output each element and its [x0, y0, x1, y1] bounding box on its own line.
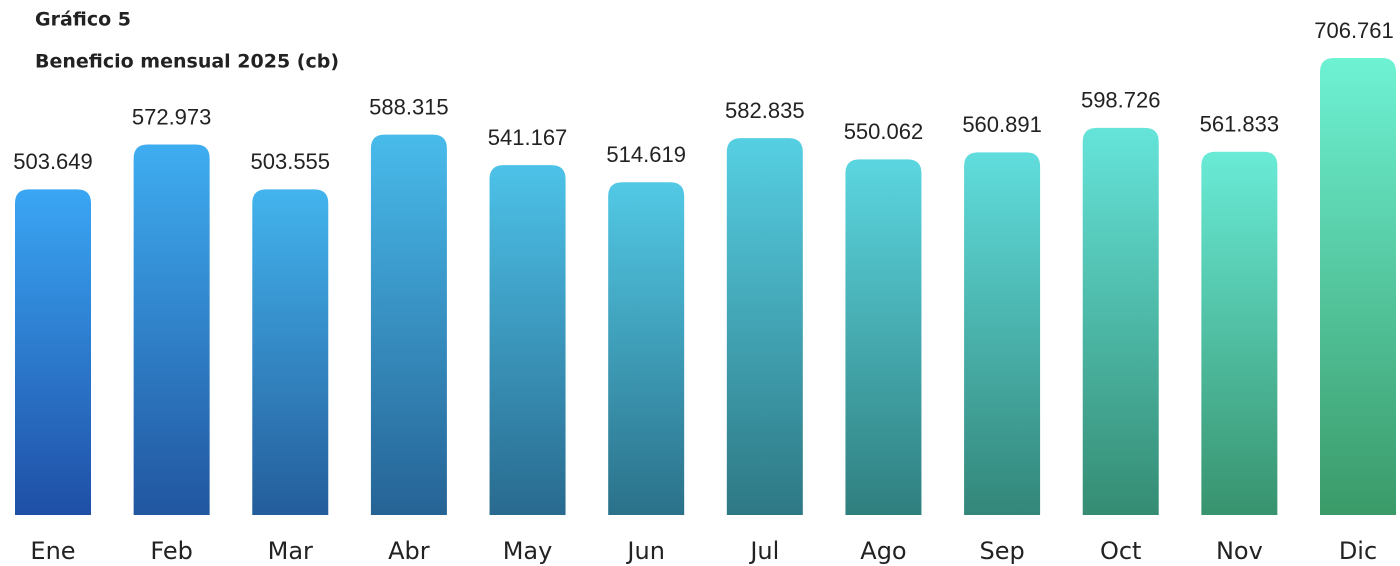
bar [964, 152, 1041, 515]
bar [15, 189, 91, 516]
data-label: 588.315 [369, 94, 449, 119]
data-label: 541.167 [488, 125, 568, 150]
x-tick-label: Abr [388, 537, 430, 565]
data-label: 598.726 [1081, 88, 1161, 113]
bar [608, 182, 685, 516]
x-tick-label: Nov [1216, 537, 1263, 565]
data-label: 561.833 [1200, 112, 1280, 137]
x-tick-label: May [503, 537, 553, 565]
x-tick-label: Sep [979, 537, 1024, 565]
data-label: 514.619 [606, 142, 686, 167]
x-tick-label: Ago [860, 537, 906, 565]
x-tick-label: Mar [268, 537, 313, 565]
x-tick-label: Feb [150, 537, 193, 565]
bar [489, 165, 566, 516]
x-tick-label: Jun [625, 537, 665, 565]
x-tick-label: Oct [1100, 537, 1142, 565]
bar [252, 189, 329, 516]
bar [370, 134, 447, 516]
data-label: 572.973 [132, 104, 212, 129]
data-label: 706.761 [1314, 18, 1394, 43]
bar [1201, 151, 1278, 515]
chart-title: Gráfico 5 [35, 9, 131, 31]
bar [845, 159, 922, 515]
data-label: 560.891 [962, 112, 1042, 137]
bar [726, 138, 803, 515]
x-tick-label: Ene [30, 537, 75, 565]
data-label: 503.649 [13, 149, 93, 174]
chart-subtitle: Beneficio mensual 2025 (cb) [35, 51, 339, 73]
bar [1082, 127, 1159, 516]
data-label: 582.835 [725, 98, 805, 123]
data-label: 550.062 [844, 119, 924, 144]
data-label: 503.555 [251, 149, 331, 174]
x-tick-label: Dic [1339, 537, 1377, 565]
x-tick-label: Jul [748, 537, 779, 565]
bar [133, 144, 210, 515]
bar [1320, 58, 1396, 515]
